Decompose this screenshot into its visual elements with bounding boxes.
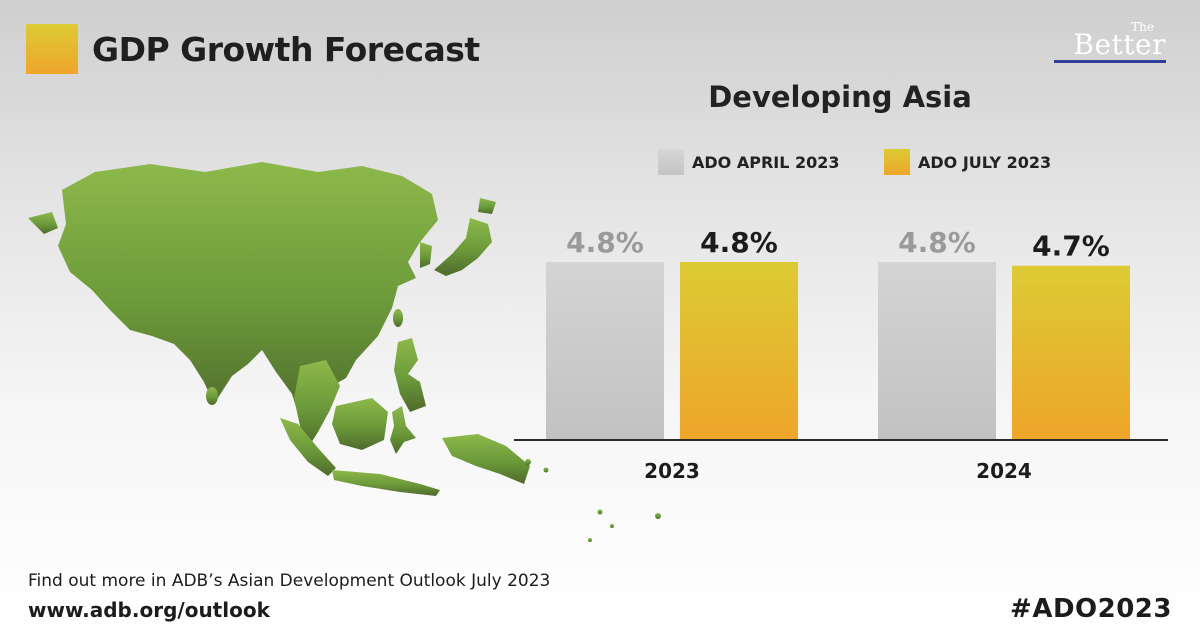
page-title: GDP Growth Forecast [92,30,480,69]
legend-label-april: ADO APRIL 2023 [692,152,840,172]
footer-hashtag: #ADO2023 [1010,594,1172,624]
data-label-july-2024: 4.7% [1032,230,1110,263]
x-tick-2024: 2024 [976,459,1032,483]
footer-url-link[interactable]: www.adb.org/outlook [28,598,270,622]
legend-label-july: ADO JULY 2023 [918,152,1052,172]
asia-map-icon [28,162,661,542]
bar-april-2024 [878,262,996,440]
chart-title: Developing Asia [708,80,972,114]
legend-swatch-april [658,149,684,175]
brand-logo[interactable]: The Better [1050,20,1166,64]
footer-info-text: Find out more in ADB’s Asian Development… [28,571,551,591]
bar-july-2024 [1012,265,1130,440]
bar-july-2023 [680,262,798,440]
legend-swatch-july [884,149,910,175]
legend-item-july: ADO JULY 2023 [884,148,1051,176]
brand-underline [1054,60,1166,63]
data-label-april-2024: 4.8% [898,226,976,259]
data-label-april-2023: 4.8% [566,226,644,259]
bar-april-2023 [546,262,664,440]
data-label-july-2023: 4.8% [700,226,778,259]
x-tick-2023: 2023 [644,459,700,483]
brand-logo-small-text: The [1131,20,1154,34]
title-swatch [26,24,78,74]
brand-logo-text: Better [1073,28,1166,61]
legend-item-april: ADO APRIL 2023 [658,148,840,176]
